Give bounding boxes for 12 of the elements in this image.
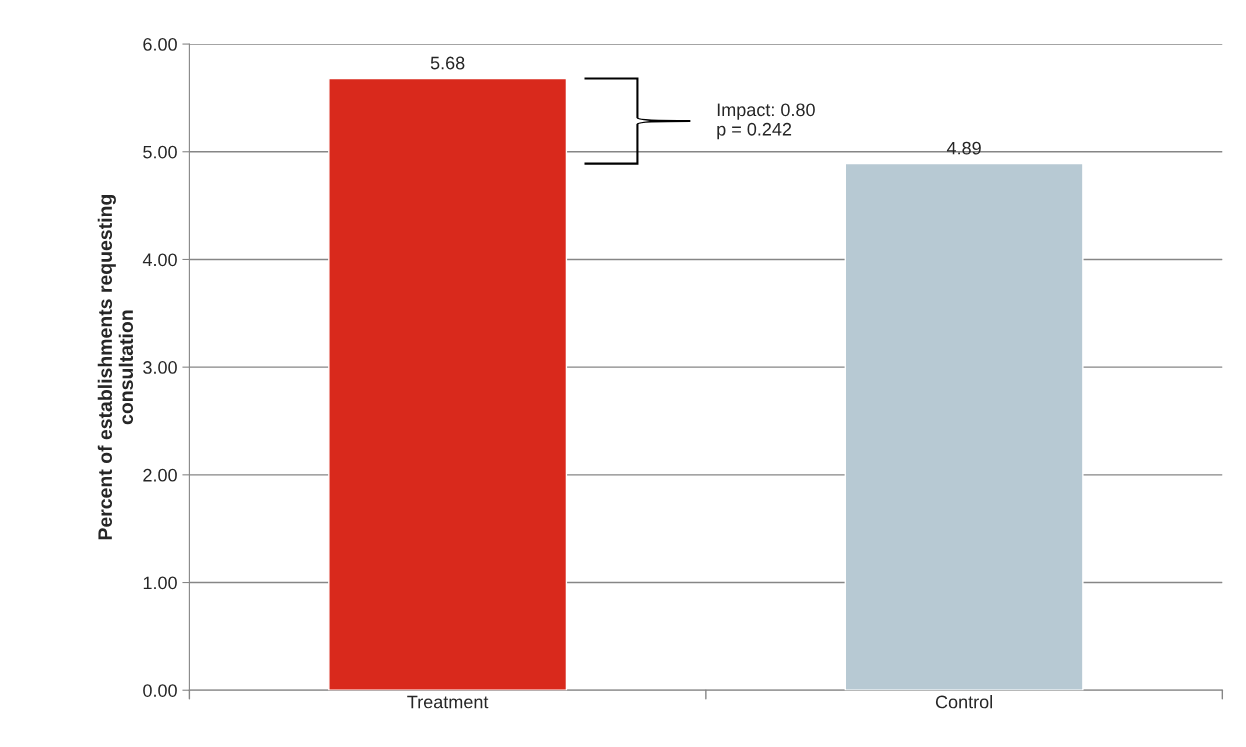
data-label: 5.68: [430, 56, 465, 70]
x-tick-label: Control: [935, 695, 992, 709]
y-tick-label: 4.00: [142, 253, 177, 267]
y-tick-label: 0.00: [143, 684, 177, 697]
x-tick-label: Treatment: [407, 695, 489, 709]
y-tick-label: 5.00: [143, 145, 177, 159]
y-tick-label: 3.00: [143, 361, 177, 374]
annotation: Impact: 0.80 p = 0.242: [717, 103, 815, 140]
y-tick-label: 6.00: [143, 38, 177, 51]
y-tick-label: 2.00: [143, 468, 177, 482]
y-tick-label: 1.00: [143, 576, 177, 590]
y-axis-title: Percent of establishments requesting consultation: [97, 195, 134, 540]
